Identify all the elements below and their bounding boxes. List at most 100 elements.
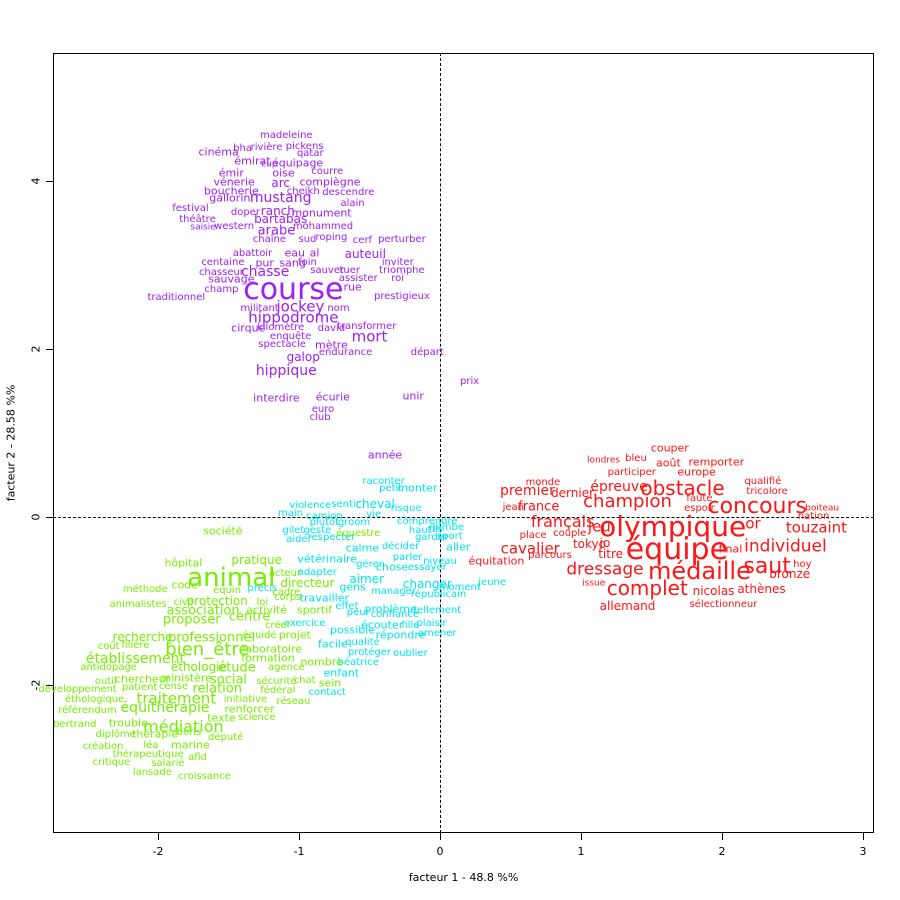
word-cluster-course: club [309, 411, 331, 423]
word-cluster-course: militant [240, 302, 279, 314]
word-cluster-quotidien: moment [438, 582, 481, 594]
word-cluster-course: sauver [310, 264, 345, 276]
word-cluster-quotidien: essayer [407, 562, 447, 574]
word-cluster-animal: équestre [336, 527, 381, 539]
word-cluster-course: courre [311, 165, 344, 177]
word-cluster-olympique: complet [606, 576, 688, 601]
word-cluster-animal: recherche [112, 630, 173, 645]
word-cluster-course: al [309, 246, 320, 260]
word-cluster-course: cup [261, 159, 278, 170]
word-cluster-quotidien: manager [370, 585, 416, 597]
word-cluster-course: madeleine [260, 129, 313, 141]
word-cluster-course: galop [286, 350, 320, 365]
word-cluster-animal: science [237, 711, 276, 723]
word-cluster-course: spectacle [258, 338, 306, 350]
word-cluster-animal: lansade [132, 767, 172, 779]
word-cluster-course: inviter [381, 257, 414, 269]
word-cluster-olympique: août [656, 456, 681, 470]
word-cluster-animal: développement [38, 684, 117, 696]
word-cluster-course: pur_sang [255, 256, 306, 270]
word-cluster-quotidien: chose [375, 560, 409, 574]
word-cluster-course: western [214, 221, 255, 233]
word-cluster-course: arabe [257, 223, 296, 239]
word-cluster-course: mohammed [292, 221, 354, 233]
word-cluster-olympique: monde [525, 477, 561, 489]
word-cluster-course: perturber [378, 233, 426, 245]
word-cluster-course: compiègne [299, 175, 361, 189]
word-cluster-course: festival [172, 202, 209, 214]
word-cluster-course: interdire [253, 391, 300, 405]
word-cluster-quotidien: camion [306, 511, 343, 522]
word-cluster-course: alain [340, 197, 365, 209]
word-cluster-quotidien: contact [308, 687, 346, 699]
word-cluster-olympique: espoir [684, 502, 715, 514]
word-cluster-course: émir [218, 166, 244, 180]
word-cluster-animal: directeur [280, 576, 335, 591]
word-cluster-animal: cense [158, 680, 189, 692]
word-cluster-animal: réseau [276, 695, 311, 707]
word-cluster-animal: projet [278, 628, 311, 642]
word-cluster-animal: civil [173, 596, 194, 608]
word-cluster-olympique: or [745, 514, 761, 533]
word-cluster-course: nom [327, 302, 350, 314]
word-cluster-olympique: tokyo [572, 536, 606, 551]
word-cluster-course: équipage [271, 156, 324, 170]
word-cluster-quotidien: groom [337, 516, 371, 528]
word-cluster-quotidien: raconter [362, 475, 405, 487]
word-cluster-olympique: bronze [769, 567, 811, 582]
y-tick-mark [46, 517, 53, 518]
word-cluster-quotidien: qualité [345, 637, 380, 648]
word-cluster-quotidien: cheval [355, 497, 395, 512]
word-cluster-course: david [317, 322, 346, 334]
word-cluster-quotidien: fils [428, 523, 443, 535]
word-cluster-animal: équin [213, 584, 242, 596]
word-cluster-quotidien: précis [247, 583, 278, 595]
word-cluster-animal: référendum [58, 705, 117, 717]
word-cluster-olympique: qualifié [744, 475, 782, 487]
y-tick-label: 4 [29, 177, 43, 185]
word-cluster-olympique: équitation [468, 554, 525, 568]
word-cluster-course: eau [284, 246, 306, 260]
word-cluster-animal: société [203, 524, 243, 538]
word-cluster-course: oise [272, 166, 295, 180]
word-cluster-course: kilomètre [256, 322, 305, 333]
word-cluster-olympique: titre [598, 546, 624, 561]
word-cluster-animal: coût [97, 641, 120, 653]
word-cluster-course: rue [343, 280, 362, 294]
word-cluster-animal: patient [121, 682, 158, 694]
zero-x-dashed-line [440, 53, 441, 833]
word-cluster-quotidien: sentir [331, 499, 360, 511]
word-cluster-animal: bertrand [53, 719, 97, 731]
word-cluster-olympique: cavalier [500, 539, 560, 558]
word-cluster-quotidien: décider [381, 541, 420, 553]
word-cluster-olympique: final [718, 542, 743, 556]
word-cluster-course: année [367, 448, 403, 462]
word-cluster-olympique: français [530, 512, 595, 532]
word-cluster-animal: diplôme [95, 729, 136, 741]
word-cluster-course: bha [233, 143, 253, 155]
x-axis-title: facteur 1 - 48.8 %% [408, 871, 519, 884]
word-cluster-course: ranch [260, 204, 295, 219]
word-cluster-course: cerf [352, 234, 373, 246]
word-cluster-quotidien: écouter [361, 618, 404, 632]
word-cluster-course: hippique [255, 362, 317, 379]
x-tick-mark [863, 833, 864, 840]
word-cluster-course: enquête [269, 331, 312, 343]
word-cluster-course: émirat [234, 154, 271, 168]
word-cluster-animal: création [82, 741, 124, 753]
word-cluster-quotidien: petit [379, 483, 403, 495]
word-cluster-animal: professionnel [168, 630, 256, 646]
word-cluster-quotidien: confiance [370, 609, 420, 621]
word-cluster-course: euro [311, 404, 335, 416]
word-cluster-quotidien: aller [446, 540, 471, 554]
word-cluster-quotidien: gérer [356, 558, 383, 570]
word-cluster-animal: fédéral [260, 684, 296, 696]
word-cluster-quotidien: facile [318, 637, 348, 651]
word-cluster-olympique: dernier [551, 485, 595, 500]
word-cluster-olympique: équipe [625, 531, 729, 567]
word-cluster-animal: social [209, 672, 248, 688]
word-cluster-course: champ [204, 284, 239, 296]
y-tick-mark [46, 181, 53, 182]
word-cluster-animal: outil [94, 675, 117, 687]
word-cluster-animal: protection [186, 594, 248, 608]
